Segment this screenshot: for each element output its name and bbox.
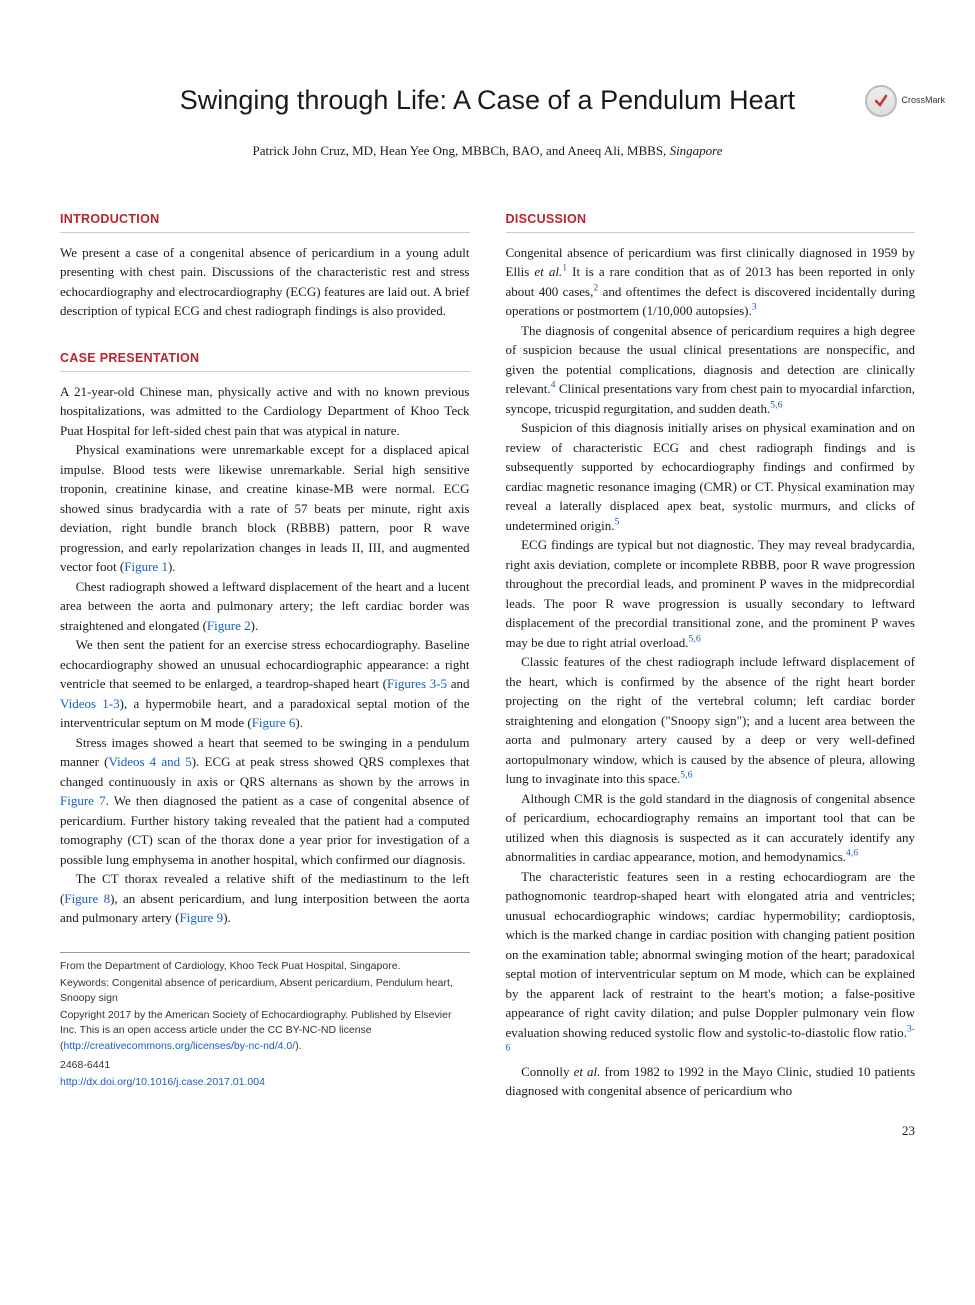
case-p3: Chest radiograph showed a leftward displ… — [60, 577, 470, 636]
footer-issn: 2468-6441 — [60, 1058, 470, 1073]
link-doi[interactable]: http://dx.doi.org/10.1016/j.case.2017.01… — [60, 1076, 265, 1088]
crossmark-label: CrossMark — [901, 94, 945, 108]
right-column: DISCUSSION Congenital absence of pericar… — [506, 210, 916, 1140]
case-p1: A 21-year-old Chinese man, physically ac… — [60, 382, 470, 441]
case-p5: Stress images showed a heart that seemed… — [60, 733, 470, 870]
link-figure-9[interactable]: Figure 9 — [179, 910, 223, 925]
case-p4: We then sent the patient for an exercise… — [60, 635, 470, 733]
article-authors: Patrick John Cruz, MD, Hean Yee Ong, MBB… — [60, 141, 915, 161]
disc-p8: Connolly et al. from 1982 to 1992 in the… — [506, 1062, 916, 1101]
disc-p3: Suspicion of this diagnosis initially ar… — [506, 418, 916, 535]
section-heading-discussion: DISCUSSION — [506, 210, 916, 233]
link-figure-7[interactable]: Figure 7 — [60, 793, 106, 808]
link-ref-5-6b[interactable]: 5,6 — [689, 633, 701, 644]
link-ref-5-6[interactable]: 5,6 — [770, 399, 782, 410]
link-figure-1[interactable]: Figure 1 — [124, 559, 168, 574]
crossmark-icon — [865, 85, 897, 117]
link-cc-license[interactable]: http://creativecommons.org/licenses/by-n… — [64, 1040, 296, 1052]
link-ref-5-6c[interactable]: 5,6 — [680, 770, 692, 781]
link-figure-8[interactable]: Figure 8 — [64, 891, 110, 906]
article-footer-metadata: From the Department of Cardiology, Khoo … — [60, 952, 470, 1091]
intro-paragraph: We present a case of a congenital absenc… — [60, 243, 470, 321]
page-number: 23 — [506, 1121, 916, 1141]
section-heading-introduction: INTRODUCTION — [60, 210, 470, 233]
link-ref-3[interactable]: 3 — [752, 302, 757, 313]
footer-copyright: Copyright 2017 by the American Society o… — [60, 1008, 470, 1054]
disc-p7: The characteristic features seen in a re… — [506, 867, 916, 1062]
article-header: CrossMark Swinging through Life: A Case … — [60, 80, 915, 160]
link-figures-3-5[interactable]: Figures 3-5 — [387, 676, 447, 691]
case-p6: The CT thorax revealed a relative shift … — [60, 869, 470, 928]
authors-location: Singapore — [670, 143, 723, 158]
disc-p2: The diagnosis of congenital absence of p… — [506, 321, 916, 419]
authors-names: Patrick John Cruz, MD, Hean Yee Ong, MBB… — [252, 143, 669, 158]
footer-keywords: Keywords: Congenital absence of pericard… — [60, 976, 470, 1006]
link-videos-1-3[interactable]: Videos 1-3 — [60, 696, 120, 711]
article-title: Swinging through Life: A Case of a Pendu… — [60, 80, 915, 121]
link-videos-4-5[interactable]: Videos 4 and 5 — [108, 754, 191, 769]
disc-p4: ECG findings are typical but not diagnos… — [506, 535, 916, 652]
link-figure-6[interactable]: Figure 6 — [252, 715, 296, 730]
crossmark-badge[interactable]: CrossMark — [865, 85, 945, 117]
section-heading-case: CASE PRESENTATION — [60, 349, 470, 372]
link-ref-5[interactable]: 5 — [615, 516, 620, 527]
link-figure-2[interactable]: Figure 2 — [207, 618, 251, 633]
case-p2: Physical examinations were unremarkable … — [60, 440, 470, 577]
disc-p1: Congenital absence of pericardium was fi… — [506, 243, 916, 321]
disc-p5: Classic features of the chest radiograph… — [506, 652, 916, 789]
disc-p6: Although CMR is the gold standard in the… — [506, 789, 916, 867]
footer-affiliation: From the Department of Cardiology, Khoo … — [60, 959, 470, 974]
two-column-layout: INTRODUCTION We present a case of a cong… — [60, 210, 915, 1140]
left-column: INTRODUCTION We present a case of a cong… — [60, 210, 470, 1140]
link-ref-4-6[interactable]: 4,6 — [846, 848, 858, 859]
